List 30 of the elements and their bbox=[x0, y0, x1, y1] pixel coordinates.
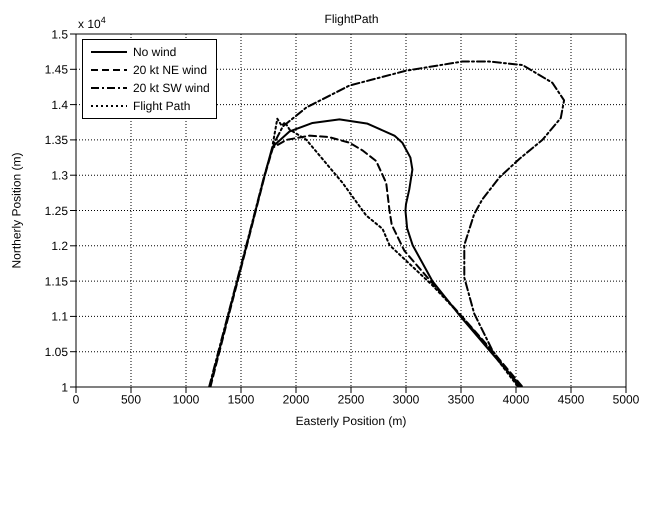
legend-label: 20 kt SW wind bbox=[133, 81, 210, 95]
y-tick-label: 1.5 bbox=[51, 27, 68, 42]
chart-title: FlightPath bbox=[324, 12, 379, 26]
legend-label: 20 kt NE wind bbox=[133, 63, 208, 77]
x-tick-label: 1500 bbox=[228, 392, 255, 407]
x-tick-label: 3500 bbox=[448, 392, 475, 407]
y-axis-title: Northerly Position (m) bbox=[9, 152, 24, 269]
y-tick-label: 1.25 bbox=[44, 204, 68, 218]
y-tick-label: 1.35 bbox=[44, 133, 68, 148]
x-tick-label: 5000 bbox=[612, 392, 640, 407]
x-axis-title: Easterly Position (m) bbox=[296, 414, 406, 428]
x-tick-label: 1000 bbox=[172, 392, 200, 407]
y-tick-label: 1.05 bbox=[44, 344, 68, 359]
x-tick-label: 500 bbox=[120, 392, 142, 407]
x-tick-label: 2500 bbox=[338, 392, 365, 407]
y-tick-label: 1.3 bbox=[51, 168, 68, 182]
y-tick-label: 1.4 bbox=[51, 98, 68, 112]
y-tick-label: 1.2 bbox=[51, 239, 68, 254]
x-tick-label: 2000 bbox=[282, 392, 310, 407]
y-tick-label: 1.45 bbox=[44, 62, 68, 77]
x-tick-label: 0 bbox=[72, 392, 80, 407]
y-tick-label: 1.1 bbox=[51, 310, 68, 324]
x-tick-label: 3000 bbox=[392, 392, 420, 407]
x-tick-label: 4500 bbox=[558, 392, 585, 407]
legend-label: Flight Path bbox=[133, 99, 190, 113]
y-tick-label: 1.15 bbox=[44, 274, 68, 288]
x-tick-label: 4000 bbox=[502, 392, 530, 407]
legend-label: No wind bbox=[133, 45, 176, 59]
y-tick-label: 1 bbox=[61, 380, 68, 394]
text: x 10$^{4}$ bbox=[78, 15, 106, 31]
